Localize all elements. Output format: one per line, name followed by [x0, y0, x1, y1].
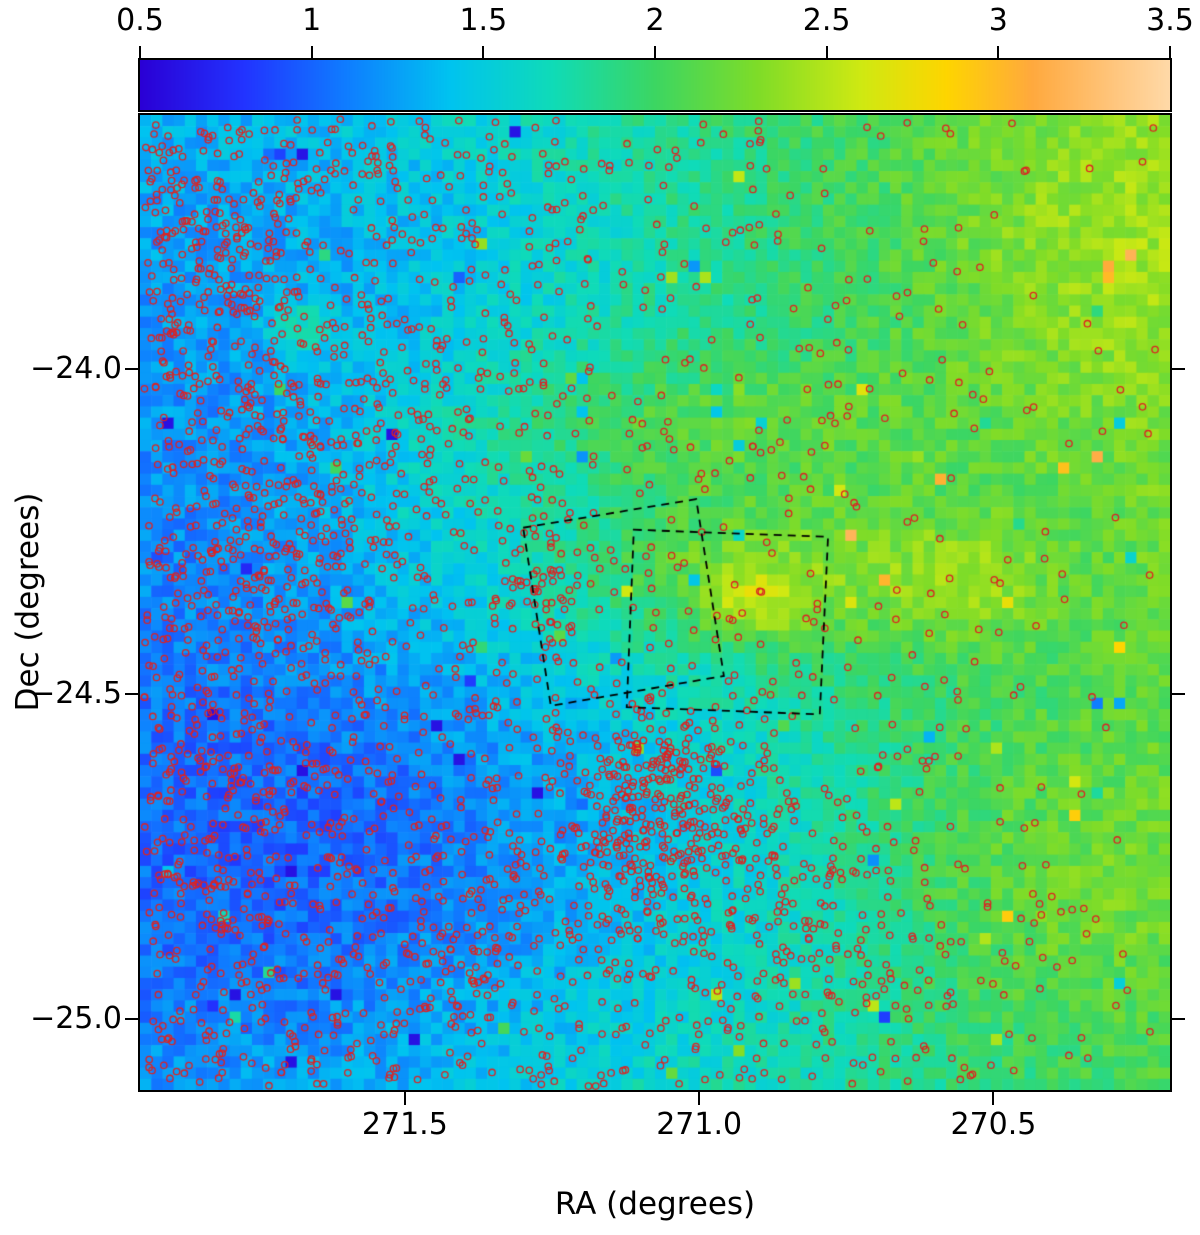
colorbar-tick-label: 2.5	[802, 3, 851, 38]
colorbar	[138, 58, 1172, 112]
y-axis-tick-right	[1172, 1017, 1185, 1020]
colorbar-tick-label: 3	[988, 3, 1008, 38]
colorbar-tick	[139, 46, 141, 59]
x-axis-tick	[403, 1092, 406, 1105]
colorbar-tick	[997, 46, 1000, 59]
y-axis-tick-label: −24.5	[30, 675, 122, 711]
y-axis-tick-left	[125, 1017, 138, 1020]
colorbar-tick	[825, 46, 828, 59]
y-axis-tick-label: −24.0	[30, 350, 122, 386]
colorbar-tick-label: 1.5	[459, 3, 508, 38]
y-axis-tick-left	[125, 367, 138, 370]
x-axis-tick	[698, 1092, 701, 1105]
y-axis-tick-left	[125, 692, 138, 695]
x-axis-tick-label: 271.5	[361, 1107, 448, 1142]
colorbar-tick-label: 2	[645, 3, 665, 38]
y-axis-title: Dec (degrees)	[10, 492, 46, 712]
colorbar-tick	[310, 46, 313, 59]
colorbar-tick-label: 3.5	[1146, 3, 1194, 38]
colorbar-tick-label: 0.5	[116, 3, 164, 38]
x-axis-tick	[992, 1092, 995, 1105]
plot-area	[138, 113, 1172, 1092]
y-axis-tick-label: −25.0	[30, 1000, 122, 1036]
colorbar-tick	[1169, 46, 1171, 59]
heatmap-scatter-canvas	[140, 115, 1170, 1090]
x-axis-tick-label: 270.5	[950, 1107, 1037, 1142]
x-axis-title: RA (degrees)	[554, 1186, 756, 1222]
x-axis-tick-label: 271.0	[656, 1107, 743, 1142]
y-axis-tick-right	[1172, 367, 1185, 370]
colorbar-tick	[654, 46, 656, 59]
colorbar-tick-label: 1	[302, 3, 322, 38]
y-axis-tick-right	[1172, 692, 1185, 695]
colorbar-canvas	[140, 60, 1170, 110]
colorbar-tick	[482, 46, 485, 59]
